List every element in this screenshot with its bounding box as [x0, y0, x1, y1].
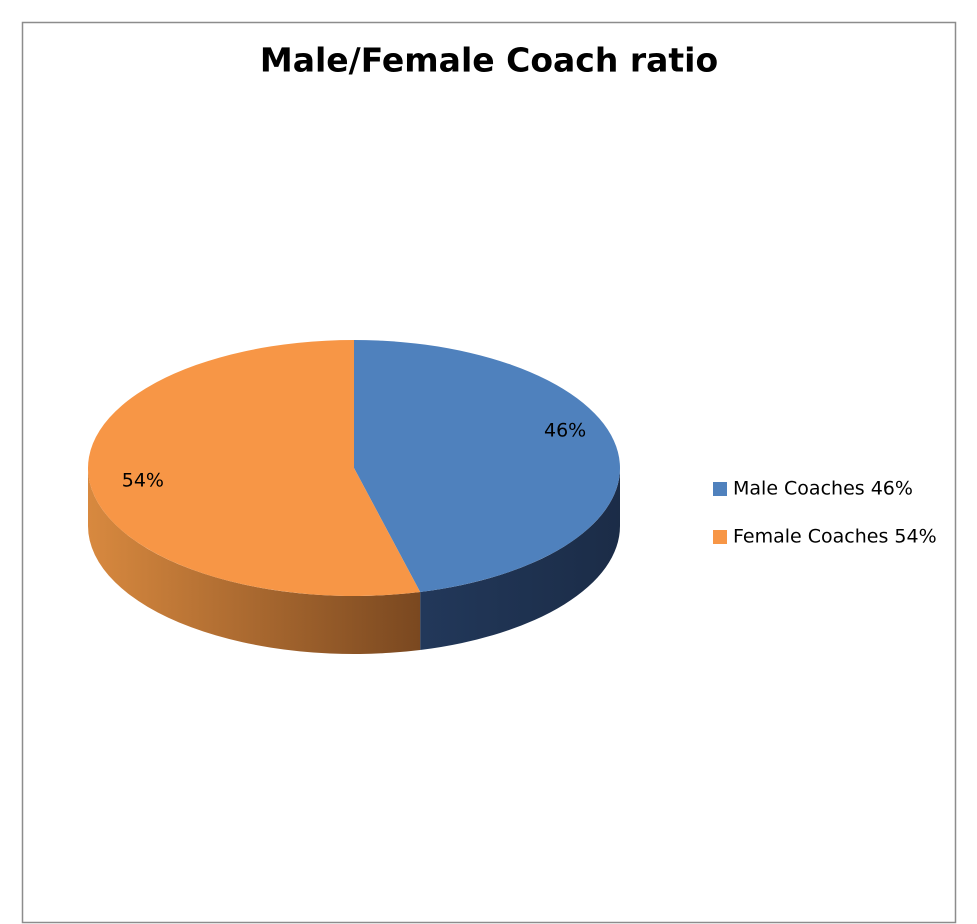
- slice-top: [354, 340, 620, 592]
- legend-label: Male Coaches 46%: [733, 478, 913, 500]
- data-label: 54%: [122, 469, 164, 491]
- chart-title: Male/Female Coach ratio: [260, 41, 718, 80]
- legend-swatch: [713, 482, 727, 496]
- slice-side: [420, 468, 620, 650]
- slice-top: [87, 340, 421, 597]
- data-label: 46%: [544, 420, 586, 442]
- pie-slice: [87, 340, 421, 654]
- legend-swatch: [713, 530, 727, 544]
- legend-label: Female Coaches 54%: [733, 526, 937, 548]
- slice-side: [88, 468, 421, 654]
- pie-slice: [354, 340, 620, 650]
